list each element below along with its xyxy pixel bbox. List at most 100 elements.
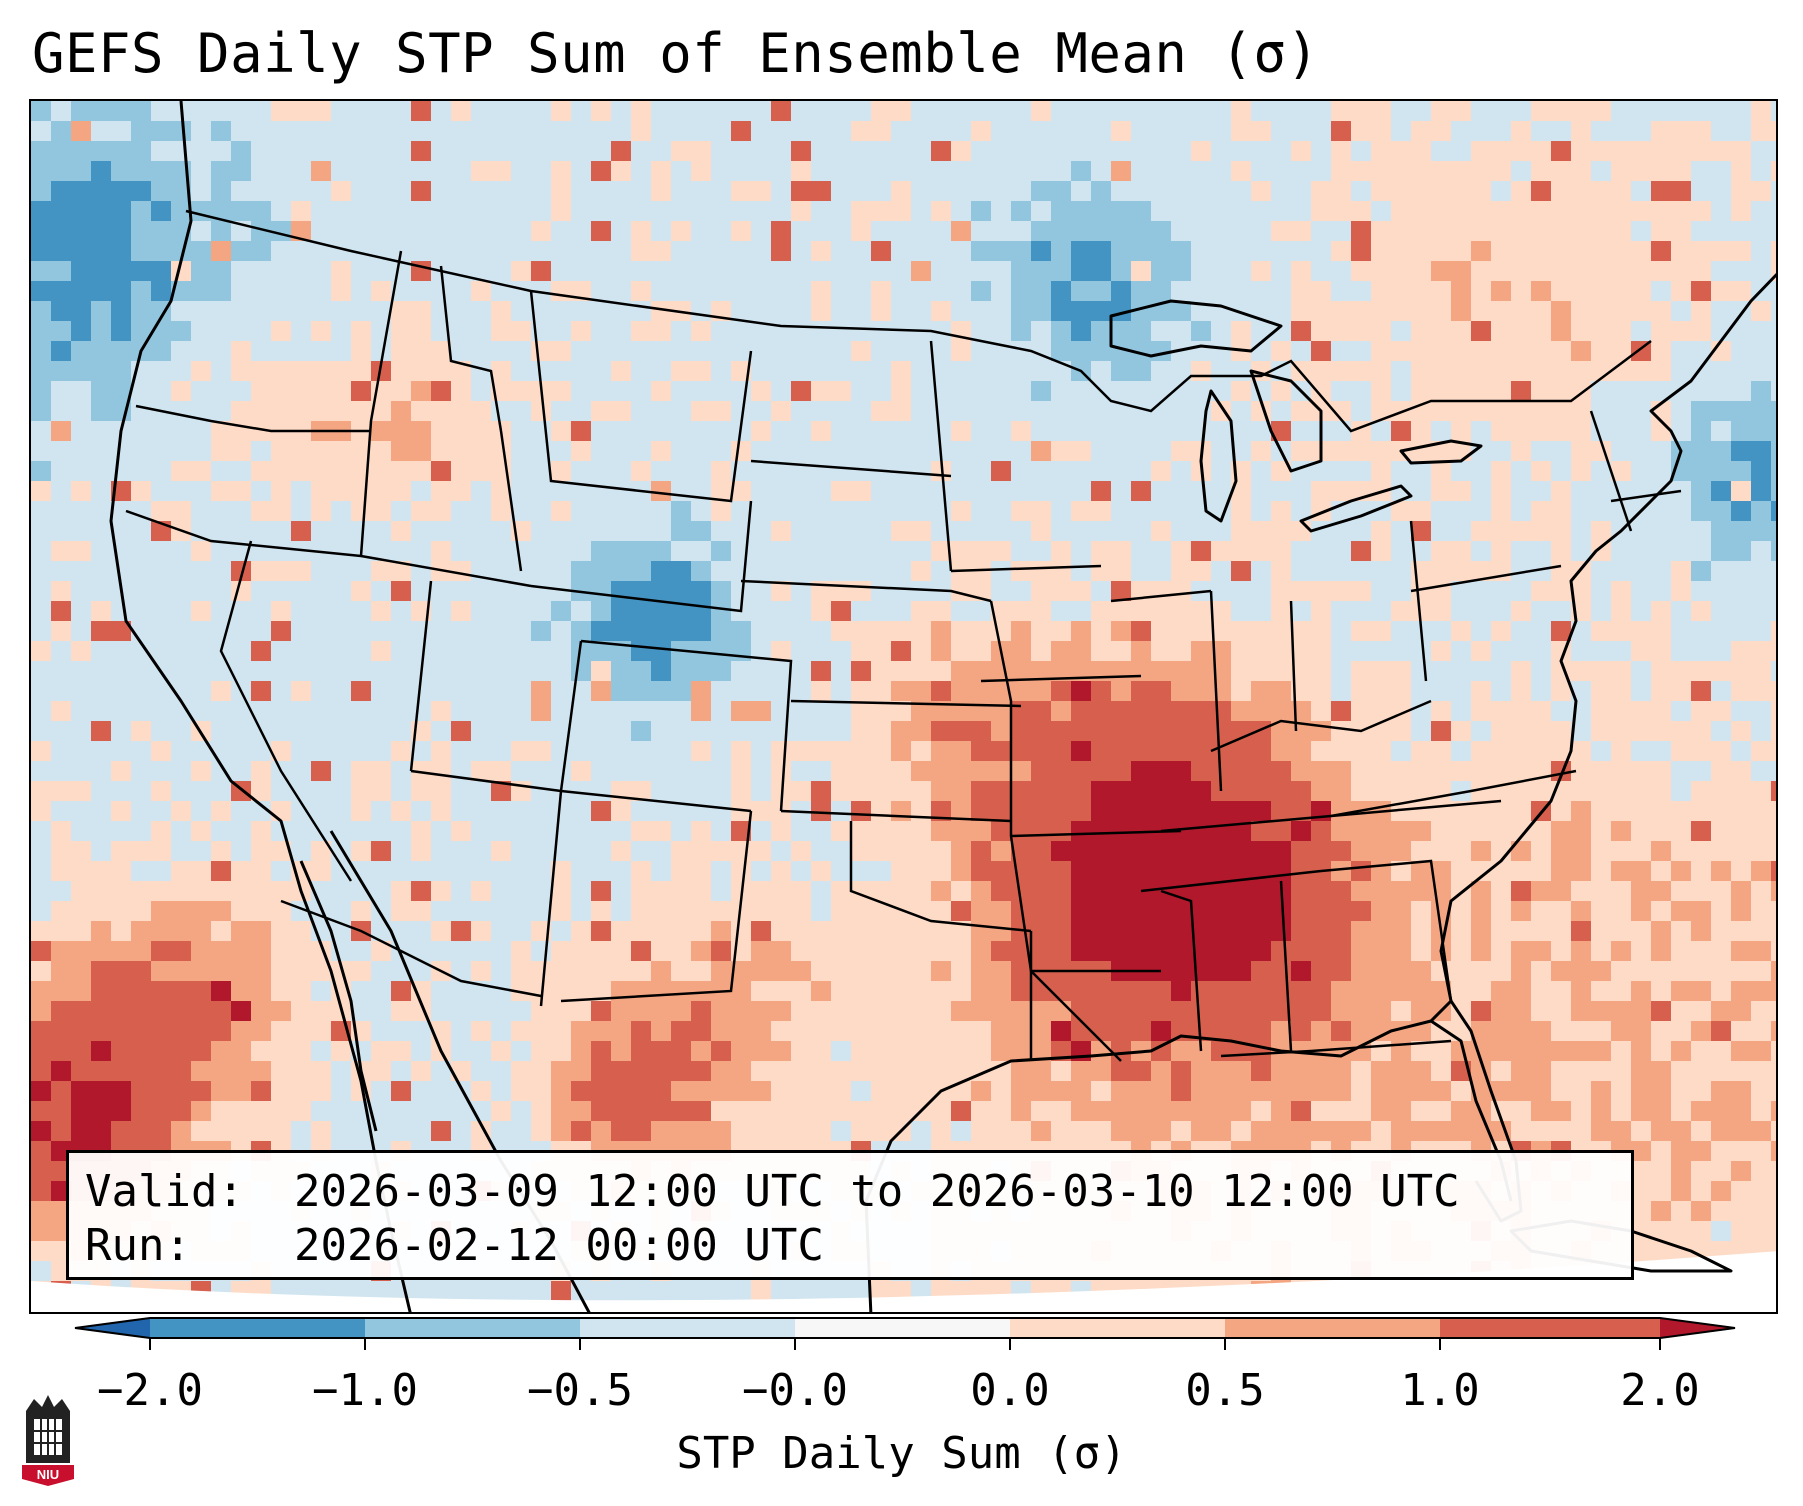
stp-cell <box>91 701 111 721</box>
stp-cell <box>411 121 431 141</box>
stp-cell <box>1051 701 1071 721</box>
stp-cell <box>1171 921 1191 941</box>
stp-cell <box>351 321 371 341</box>
stp-cell <box>1031 481 1051 501</box>
stp-cell <box>831 661 851 681</box>
stp-cell <box>1711 901 1731 921</box>
stp-cell <box>1571 881 1591 901</box>
stp-cell <box>471 941 491 961</box>
stp-cell <box>1511 1081 1531 1101</box>
stp-cell <box>1391 681 1411 701</box>
stp-cell <box>1751 541 1771 561</box>
stp-cell <box>1651 441 1671 461</box>
stp-cell <box>531 781 551 801</box>
stp-cell <box>251 701 271 721</box>
stp-cell <box>591 1061 611 1081</box>
stp-cell <box>1551 141 1571 161</box>
stp-cell <box>1451 201 1471 221</box>
stp-cell <box>691 721 711 741</box>
stp-cell <box>1011 421 1031 441</box>
stp-cell <box>171 361 191 381</box>
stp-cell <box>791 1121 811 1141</box>
stp-cell <box>1071 381 1091 401</box>
stp-cell <box>1651 1161 1671 1181</box>
stp-cell <box>331 561 351 581</box>
stp-cell <box>431 681 451 701</box>
stp-cell <box>1411 861 1431 881</box>
stp-cell <box>1291 401 1311 421</box>
stp-cell <box>391 421 411 441</box>
stp-cell <box>291 841 311 861</box>
stp-cell <box>191 141 211 161</box>
stp-cell <box>1551 741 1571 761</box>
stp-cell <box>391 1001 411 1021</box>
stp-cell <box>631 921 651 941</box>
stp-cell <box>1131 1121 1151 1141</box>
stp-cell <box>1651 721 1671 741</box>
stp-cell <box>1011 801 1031 821</box>
stp-cell <box>1451 601 1471 621</box>
stp-cell <box>231 1021 251 1041</box>
stp-cell <box>971 1041 991 1061</box>
stp-cell <box>651 501 671 521</box>
stp-cell <box>651 941 671 961</box>
stp-cell <box>951 1061 971 1081</box>
stp-cell <box>971 721 991 741</box>
stp-cell <box>411 101 431 121</box>
stp-cell <box>111 941 131 961</box>
stp-cell <box>391 141 411 161</box>
stp-cell <box>891 181 911 201</box>
stp-cell <box>611 901 631 921</box>
stp-cell <box>1271 681 1291 701</box>
stp-cell <box>471 121 491 141</box>
stp-cell <box>591 941 611 961</box>
stp-cell <box>1331 181 1351 201</box>
stp-cell <box>151 241 171 261</box>
stp-cell <box>1431 821 1451 841</box>
stp-cell <box>1531 961 1551 981</box>
stp-cell <box>971 221 991 241</box>
stp-cell <box>1631 1021 1651 1041</box>
stp-cell <box>891 401 911 421</box>
stp-cell <box>531 1121 551 1141</box>
stp-cell <box>1311 221 1331 241</box>
stp-cell <box>911 441 931 461</box>
stp-cell <box>891 361 911 381</box>
stp-cell <box>651 401 671 421</box>
stp-cell <box>951 481 971 501</box>
stp-cell <box>1171 621 1191 641</box>
stp-cell <box>691 1101 711 1121</box>
stp-cell <box>1431 341 1451 361</box>
stp-cell <box>371 861 391 881</box>
stp-cell <box>231 701 251 721</box>
stp-cell <box>1271 921 1291 941</box>
stp-cell <box>591 381 611 401</box>
stp-cell <box>231 321 251 341</box>
stp-cell <box>971 1021 991 1041</box>
stp-cell <box>911 1001 931 1021</box>
stp-cell <box>1231 121 1251 141</box>
stp-cell <box>851 1101 871 1121</box>
stp-cell <box>471 321 491 341</box>
stp-cell <box>1131 501 1151 521</box>
stp-cell <box>171 821 191 841</box>
stp-cell <box>131 821 151 841</box>
stp-cell <box>1531 641 1551 661</box>
stp-cell <box>1111 1061 1131 1081</box>
stp-cell <box>351 241 371 261</box>
stp-cell <box>1411 1121 1431 1141</box>
stp-cell <box>911 301 931 321</box>
stp-cell <box>1691 1001 1711 1021</box>
stp-cell <box>911 681 931 701</box>
stp-cell <box>1671 101 1691 121</box>
stp-cell <box>271 181 291 201</box>
stp-cell <box>1411 361 1431 381</box>
stp-cell <box>151 201 171 221</box>
stp-cell <box>611 601 631 621</box>
stp-cell <box>851 561 871 581</box>
stp-cell <box>391 921 411 941</box>
stp-cell <box>1071 941 1091 961</box>
stp-cell <box>151 1101 171 1121</box>
stp-cell <box>1771 821 1776 841</box>
stp-cell <box>1711 1121 1731 1141</box>
